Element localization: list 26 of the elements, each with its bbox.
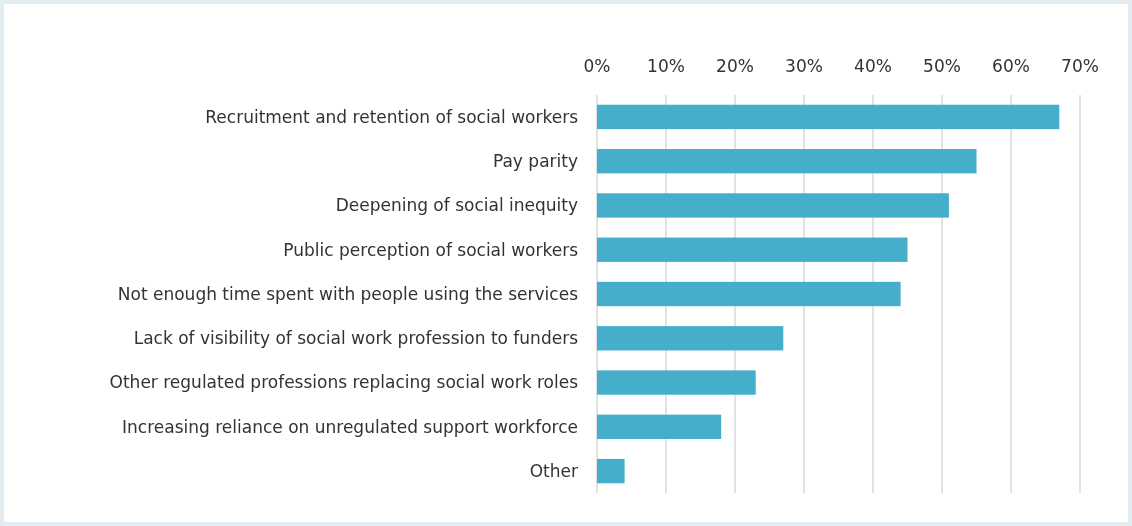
bar (597, 281, 901, 307)
y-tick-label: Not enough time spent with people using the services (117, 283, 579, 304)
y-tick-label: Other regulated professions replacing social work roles (109, 372, 579, 393)
x-tick-label: 50% (923, 56, 961, 76)
x-tick-label: 70% (1061, 56, 1099, 76)
bar (597, 104, 1060, 130)
bar (597, 414, 722, 439)
bar (597, 149, 977, 174)
y-tick-label: Pay parity (492, 151, 578, 172)
bar (597, 370, 756, 395)
bar (597, 458, 625, 484)
x-tick-label: 40% (854, 56, 892, 76)
y-tick-label: Recruitment and retention of social workers (205, 106, 579, 127)
y-tick-label: Other (529, 461, 578, 482)
bar (597, 193, 949, 218)
y-tick-label: Deepening of social inequity (335, 195, 578, 216)
y-tick-label: Public perception of social workers (283, 239, 579, 260)
x-tick-label: 20% (716, 56, 754, 76)
bar (597, 326, 784, 351)
x-tick-label: 30% (785, 56, 823, 76)
x-tick-label: 0% (583, 56, 611, 76)
x-tick-label: 60% (992, 56, 1030, 76)
y-tick-label: Lack of visibility of social work profession to funders (133, 328, 579, 349)
x-tick-label: 10% (647, 56, 685, 76)
bar (597, 237, 908, 262)
y-tick-label: Increasing reliance on unregulated support workforce (122, 416, 578, 437)
